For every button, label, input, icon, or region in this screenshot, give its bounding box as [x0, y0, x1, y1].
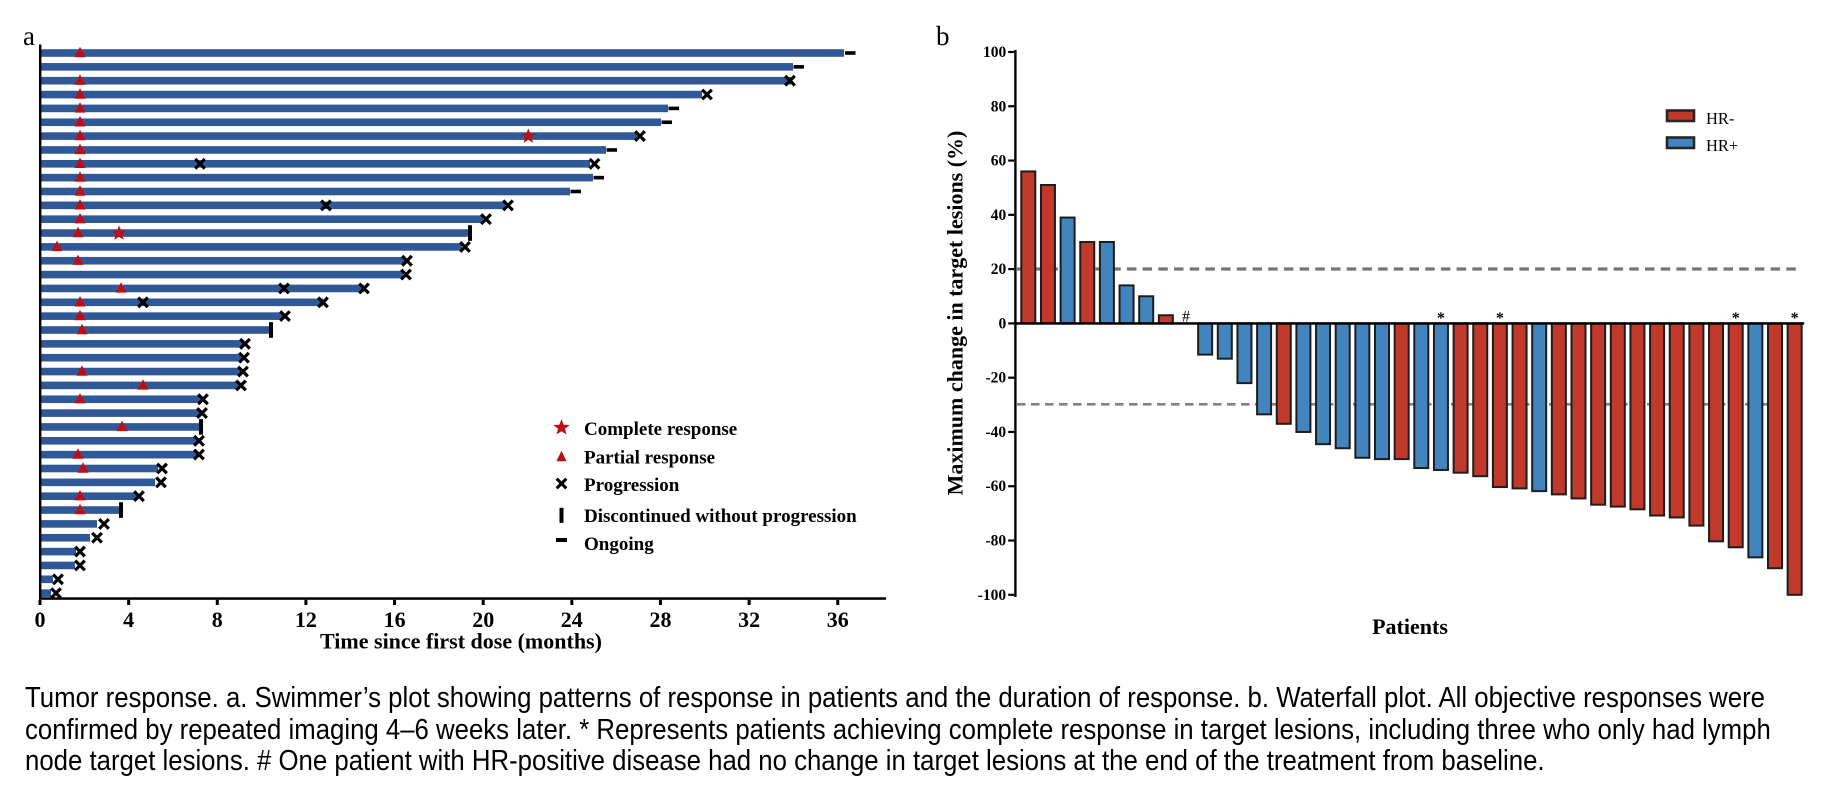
svg-text:24: 24 — [561, 607, 583, 632]
svg-text:*: * — [1791, 310, 1799, 327]
svg-text:36: 36 — [827, 607, 849, 632]
svg-text:-60: -60 — [986, 478, 1007, 495]
svg-text:8: 8 — [212, 607, 223, 632]
svg-text:Ongoing: Ongoing — [584, 534, 654, 555]
svg-text:32: 32 — [738, 607, 760, 632]
svg-text:*: * — [1496, 310, 1504, 327]
svg-text:#: # — [1182, 309, 1190, 326]
svg-text:-40: -40 — [986, 424, 1007, 441]
svg-text:a: a — [23, 21, 35, 51]
svg-text:28: 28 — [650, 607, 672, 632]
svg-text:Progression: Progression — [584, 475, 680, 496]
svg-text:Partial response: Partial response — [584, 448, 715, 469]
svg-text:HR-: HR- — [1706, 109, 1734, 128]
svg-text:60: 60 — [991, 153, 1007, 170]
svg-text:-80: -80 — [986, 533, 1007, 550]
svg-text:Discontinued without progressi: Discontinued without progression — [584, 506, 857, 527]
svg-text:20: 20 — [991, 261, 1007, 278]
svg-text:20: 20 — [472, 607, 494, 632]
svg-text:12: 12 — [295, 607, 317, 632]
svg-text:4: 4 — [123, 607, 134, 632]
svg-text:Time since first dose (months): Time since first dose (months) — [320, 629, 602, 654]
svg-text:80: 80 — [991, 98, 1007, 115]
svg-text:0: 0 — [998, 315, 1006, 332]
svg-text:b: b — [936, 21, 950, 51]
svg-text:*: * — [1437, 310, 1445, 327]
svg-text:Patients: Patients — [1372, 614, 1448, 639]
svg-text:*: * — [1732, 310, 1740, 327]
svg-text:-100: -100 — [978, 587, 1007, 604]
svg-text:Maximum change in target lesio: Maximum change in target lesions (%) — [943, 131, 968, 496]
svg-text:Complete response: Complete response — [584, 419, 737, 440]
svg-text:16: 16 — [384, 607, 406, 632]
svg-text:100: 100 — [983, 44, 1007, 61]
svg-text:-20: -20 — [986, 370, 1007, 387]
svg-text:40: 40 — [991, 207, 1007, 224]
svg-text:0: 0 — [35, 607, 46, 632]
svg-text:HR+: HR+ — [1706, 136, 1738, 155]
